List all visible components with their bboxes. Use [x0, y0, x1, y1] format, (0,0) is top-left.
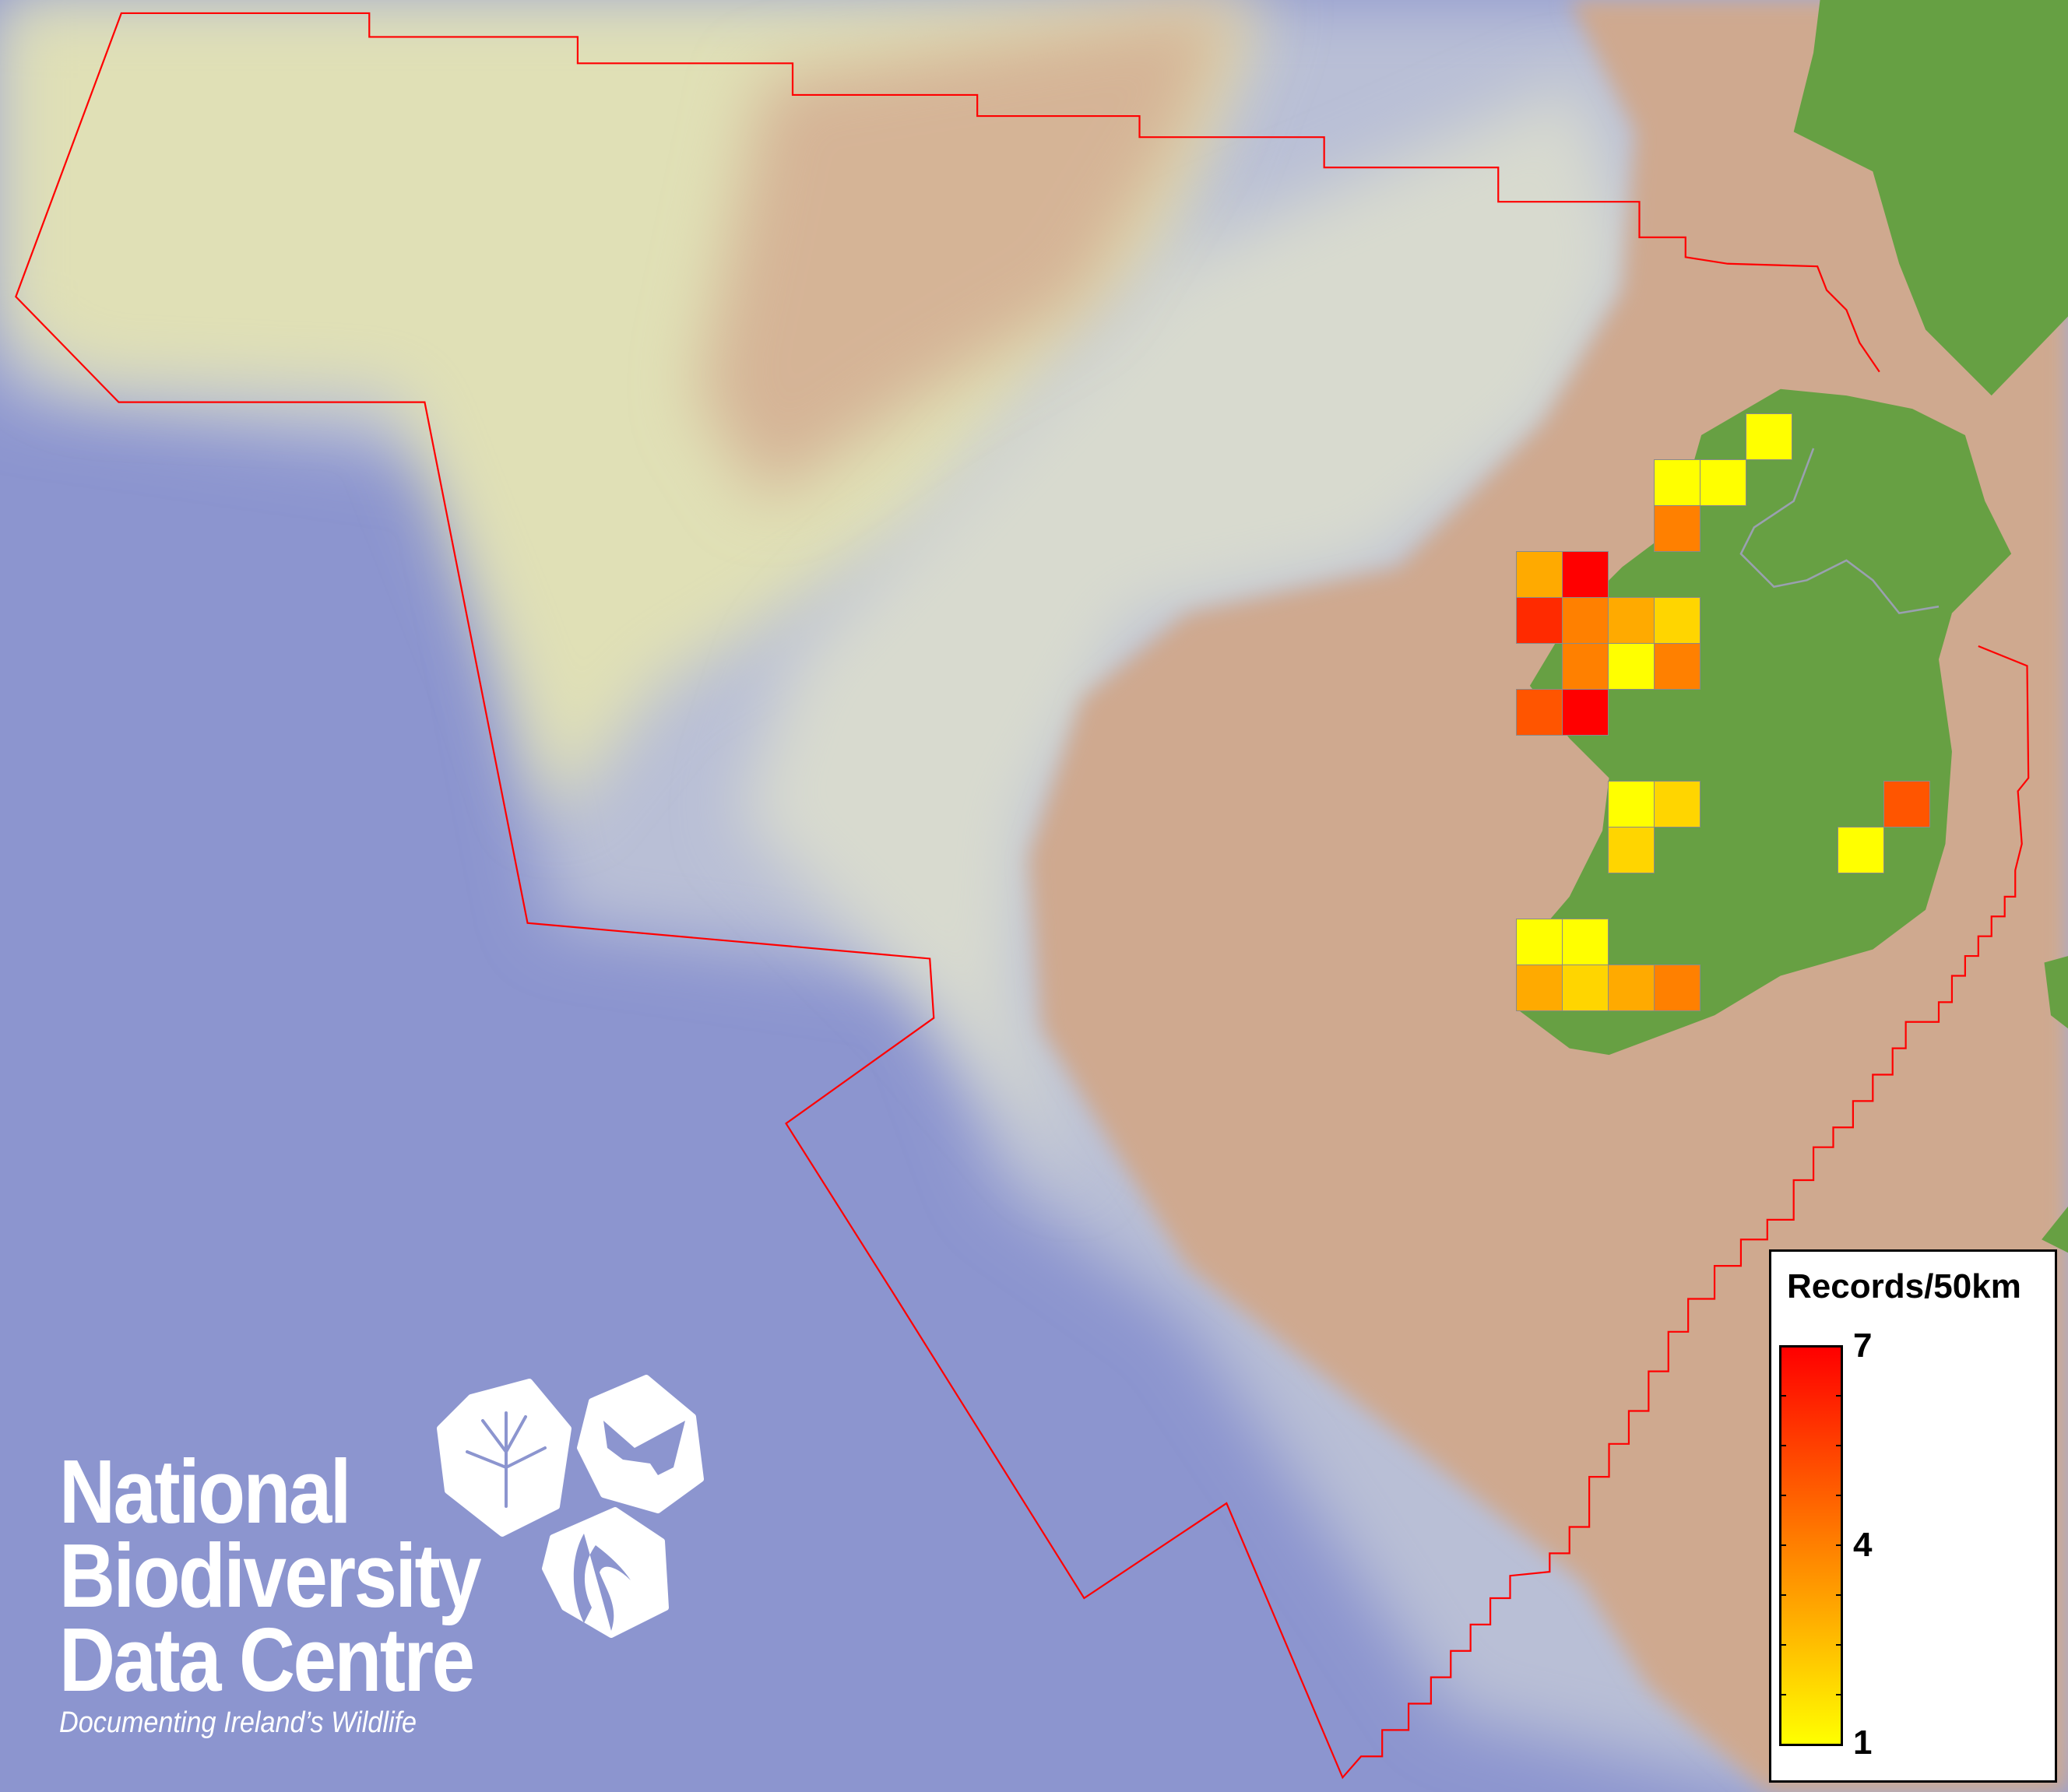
- grid-cell-records-2: [1654, 781, 1700, 827]
- grid-cell-records-3: [1516, 965, 1563, 1011]
- scotland-land: [1793, 0, 2068, 396]
- legend-title: Records/50km: [1787, 1267, 2021, 1305]
- nbdc-logo-text: National Biodiversity Data Centre Docume…: [59, 1441, 548, 1740]
- grid-cell-records-1: [1608, 781, 1655, 827]
- seahorse-icon: [542, 1507, 669, 1638]
- grid-cell-records-4: [1654, 643, 1700, 690]
- colorbar-tick: [1781, 1644, 1786, 1646]
- grid-cell-records-1: [1654, 459, 1700, 506]
- grid-cell-records-5: [1516, 689, 1563, 736]
- colorbar-tick: [1781, 1694, 1786, 1695]
- colorbar-tick: [1781, 1445, 1786, 1446]
- legend-min-label: 1: [1853, 1723, 1873, 1762]
- grid-cell-records-1: [1746, 413, 1792, 460]
- legend-colorbar: [1779, 1345, 1843, 1746]
- grid-cell-records-1: [1516, 919, 1563, 965]
- legend-mid-label: 4: [1853, 1526, 1873, 1564]
- upper-tan-patch: [698, 0, 1240, 501]
- grid-cell-records-7: [1562, 689, 1609, 736]
- grid-cell-records-5: [1883, 781, 1930, 827]
- grid-cell-records-1: [1838, 827, 1884, 873]
- ni-border: [1739, 448, 1940, 615]
- grid-cell-records-2: [1608, 827, 1655, 873]
- logo-line-national: National: [59, 1441, 351, 1542]
- grid-cell-records-4: [1654, 505, 1700, 552]
- grid-cell-records-6: [1516, 597, 1563, 644]
- grid-cell-records-3: [1516, 551, 1563, 598]
- colorbar-tick: [1781, 1495, 1786, 1496]
- cornwall-land: [2042, 1206, 2068, 1253]
- grid-cell-records-1: [1700, 459, 1746, 506]
- wales-land: [2044, 956, 2068, 1029]
- butterfly-icon: [577, 1375, 704, 1513]
- grid-cell-records-4: [1562, 643, 1609, 690]
- colorbar-tick: [1781, 1395, 1786, 1397]
- colorbar-tick: [1836, 1694, 1841, 1695]
- ireland-land: [1516, 388, 2012, 1056]
- grid-cell-records-4: [1562, 597, 1609, 644]
- colorbar-tick: [1836, 1495, 1841, 1496]
- tree-icon: [437, 1379, 572, 1537]
- grid-cell-records-3: [1608, 597, 1655, 644]
- logo-tagline: Documenting Ireland’s Wildlife: [59, 1706, 417, 1739]
- colorbar-tick: [1781, 1544, 1786, 1546]
- eez-boundary-line: [15, 12, 2030, 1780]
- grid-cell-records-3: [1608, 965, 1655, 1011]
- colorbar-tick: [1836, 1445, 1841, 1446]
- colorbar-tick: [1836, 1544, 1841, 1546]
- grid-cell-records-2: [1562, 965, 1609, 1011]
- grid-cell-records-4: [1654, 965, 1700, 1011]
- colorbar-tick: [1836, 1395, 1841, 1397]
- nbdc-logo-icons: [437, 1375, 704, 1638]
- legend-max-label: 7: [1853, 1326, 1873, 1365]
- legend: Records/50km 7 4 1: [1769, 1249, 2057, 1783]
- grid-cell-records-1: [1562, 919, 1609, 965]
- grid-cell-records-2: [1654, 597, 1700, 644]
- logo-line-biodiversity: Biodiversity: [59, 1525, 482, 1626]
- colorbar-tick: [1836, 1594, 1841, 1596]
- logo-line-data-centre: Data Centre: [59, 1609, 475, 1710]
- colorbar-tick: [1781, 1594, 1786, 1596]
- grid-cell-records-1: [1608, 643, 1655, 690]
- colorbar-tick: [1836, 1644, 1841, 1646]
- shelf-light: [738, 79, 1636, 1187]
- grid-cell-records-7: [1562, 551, 1609, 598]
